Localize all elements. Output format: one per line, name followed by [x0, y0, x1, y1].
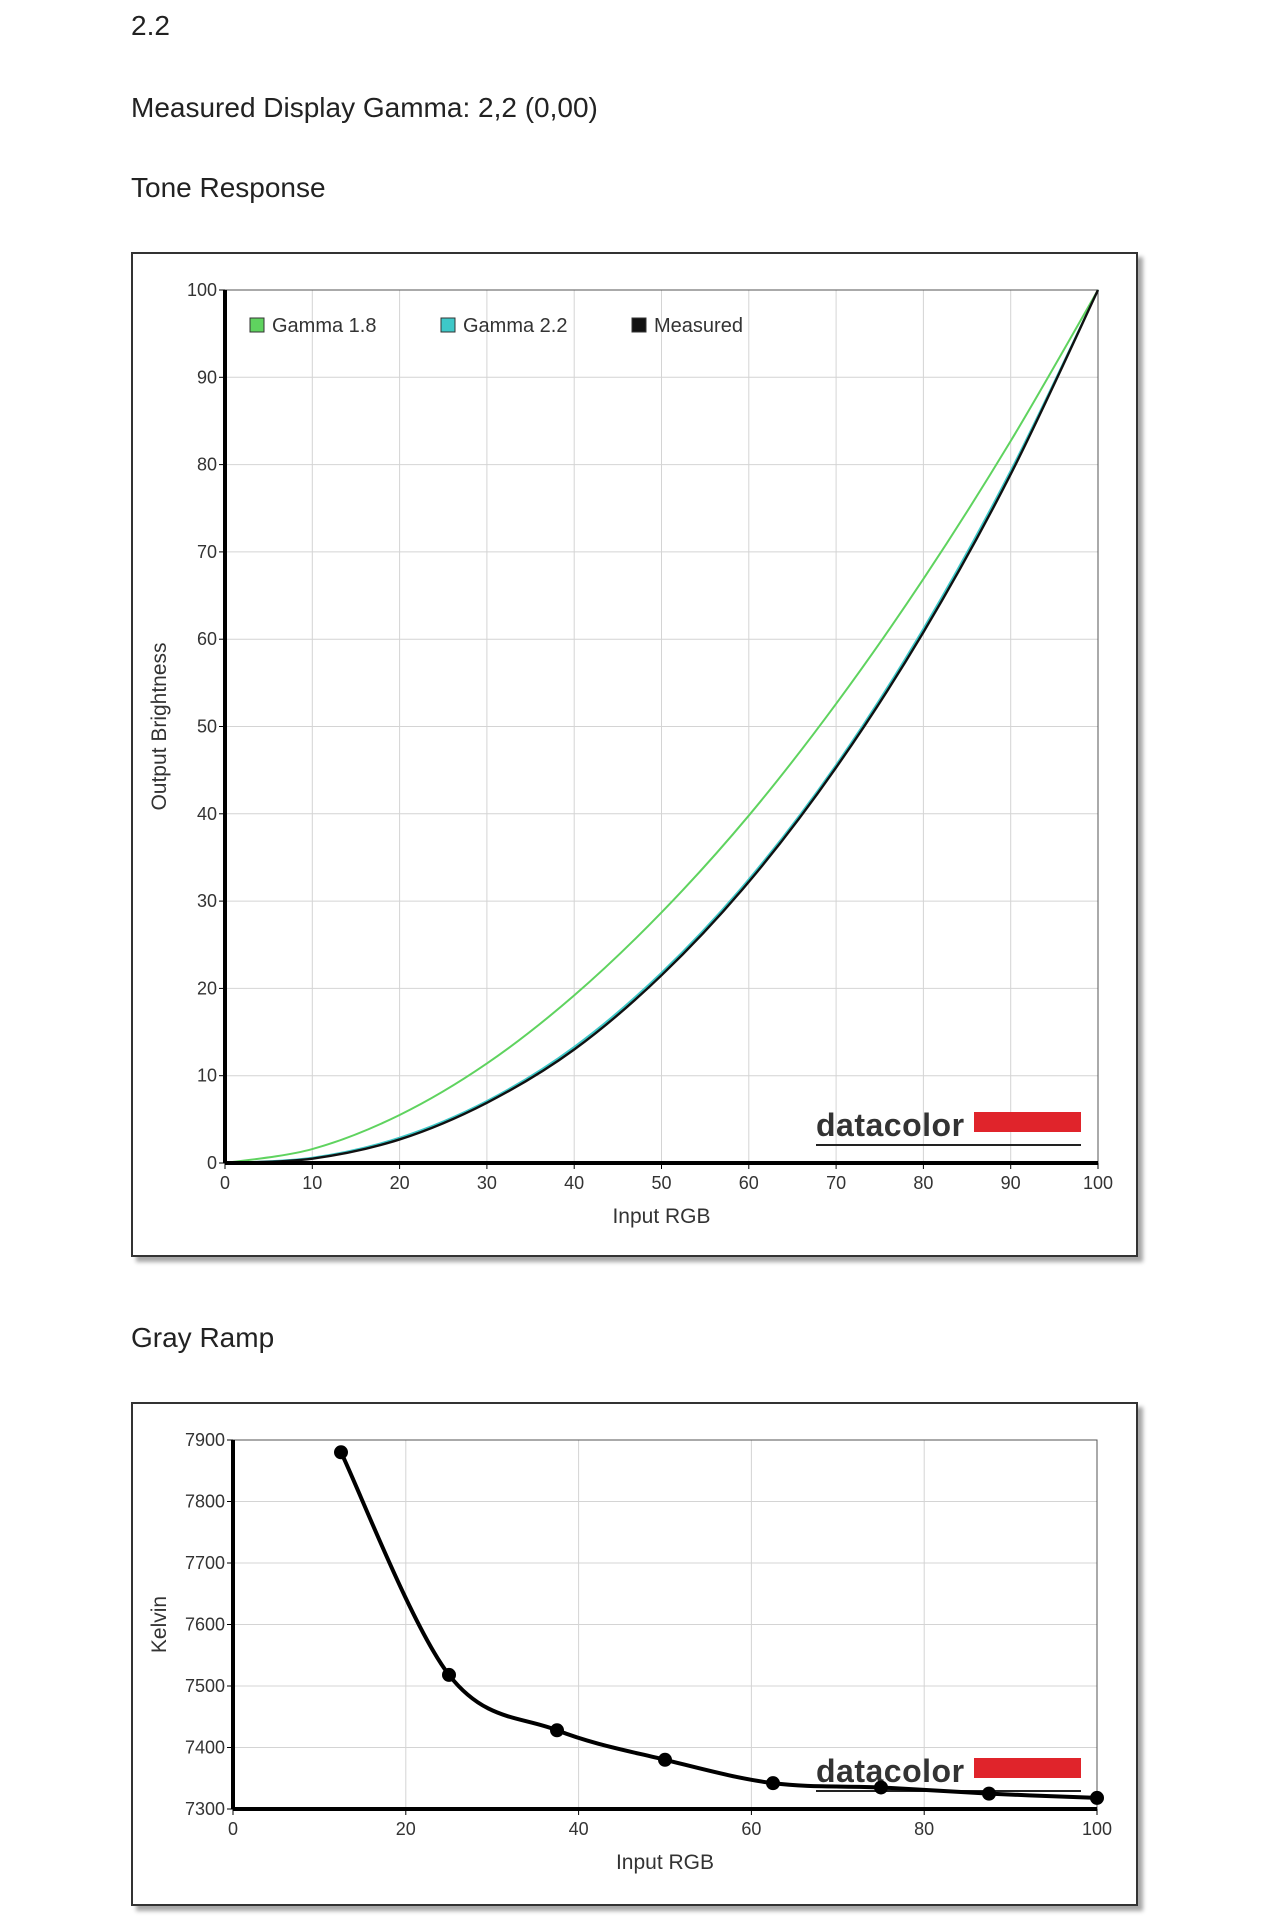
y-tick-label: 20	[197, 978, 217, 998]
legend-label: Gamma 1.8	[272, 315, 376, 337]
y-tick-label: 90	[197, 367, 217, 387]
y-tick-label: 30	[197, 891, 217, 911]
y-axis-title: Kelvin	[148, 1596, 171, 1653]
x-tick-label: 50	[651, 1173, 671, 1193]
legend-swatch	[440, 317, 456, 333]
data-point	[550, 1723, 564, 1738]
x-tick-label: 40	[564, 1173, 584, 1193]
legend-swatch	[249, 317, 265, 333]
y-tick-label: 100	[187, 280, 217, 300]
data-point	[982, 1786, 996, 1801]
data-point	[874, 1780, 888, 1795]
x-tick-label: 90	[1001, 1173, 1021, 1193]
x-tick-label: 60	[739, 1173, 759, 1193]
y-tick-label: 7800	[185, 1492, 225, 1512]
y-tick-label: 7600	[185, 1615, 225, 1635]
data-point	[1090, 1790, 1104, 1805]
y-tick-label: 50	[197, 717, 217, 737]
data-point	[334, 1445, 348, 1460]
data-point	[658, 1752, 672, 1767]
y-tick-label: 7400	[185, 1738, 225, 1758]
tone-response-chart-panel: 0 10 20 30 40 50 60 70 80 90 100 0 10 20 30 40 50 60 70 80 9…	[131, 252, 1138, 1257]
data-point	[766, 1776, 780, 1791]
tone-response-heading: Tone Response	[131, 172, 326, 203]
gray-ramp-chart: datacolor 0 20 40 60 80 100 7300 7400 7500 7600 770…	[148, 1430, 1112, 1874]
legend-label: Gamma 2.2	[463, 315, 567, 337]
legend-swatch	[631, 317, 647, 333]
y-tick-label: 40	[197, 804, 217, 824]
y-axis-title: Output Brightness	[148, 642, 171, 810]
x-tick-label: 0	[228, 1819, 238, 1839]
series-line-kelvin	[339, 1451, 1098, 1800]
y-tick-label: 7900	[185, 1430, 225, 1450]
x-tick-label: 30	[477, 1173, 497, 1193]
series-line-measured	[224, 289, 1100, 1165]
x-tick-label: 20	[396, 1819, 416, 1839]
y-tick-label: 0	[207, 1153, 217, 1173]
x-axis-title: Input RGB	[616, 1851, 714, 1874]
data-point	[442, 1667, 456, 1682]
datacolor-logo-bar	[974, 1758, 1081, 1778]
tone-response-chart: 0 10 20 30 40 50 60 70 80 90 100 0 10 20 30 40 50 60 70 80 9…	[148, 280, 1113, 1228]
y-tick-label: 70	[197, 542, 217, 562]
datacolor-logo-text: datacolor	[816, 1753, 965, 1789]
legend-label: Measured	[654, 315, 743, 337]
x-tick-label: 100	[1082, 1819, 1112, 1839]
datacolor-logo-text: datacolor	[816, 1107, 965, 1143]
y-tick-label: 7300	[185, 1799, 225, 1819]
x-axis-title: Input RGB	[612, 1205, 710, 1228]
measured-gamma-text: Measured Display Gamma: 2,2 (0,00)	[131, 92, 598, 123]
x-tick-label: 80	[914, 1819, 934, 1839]
y-tick-label: 7500	[185, 1676, 225, 1696]
y-tick-label: 10	[197, 1066, 217, 1086]
x-tick-label: 0	[220, 1173, 230, 1193]
gray-ramp-heading: Gray Ramp	[131, 1322, 275, 1353]
series-line-gamma-2-2	[224, 289, 1099, 1164]
x-tick-label: 70	[826, 1173, 846, 1193]
x-tick-label: 80	[913, 1173, 933, 1193]
y-tick-label: 80	[197, 455, 217, 475]
datacolor-logo-bar	[974, 1112, 1081, 1132]
y-tick-label: 7700	[185, 1553, 225, 1573]
gray-ramp-chart-panel: datacolor 0 20 40 60 80 100 7300 7400 7500 7600 770…	[131, 1402, 1138, 1906]
gamma-label: 2.2	[131, 10, 170, 41]
series-line-gamma-1-8	[224, 289, 1099, 1164]
x-tick-label: 60	[741, 1819, 761, 1839]
x-tick-label: 40	[569, 1819, 589, 1839]
x-tick-label: 20	[390, 1173, 410, 1193]
x-tick-label: 100	[1083, 1173, 1113, 1193]
x-tick-label: 10	[302, 1173, 322, 1193]
y-tick-label: 60	[197, 629, 217, 649]
